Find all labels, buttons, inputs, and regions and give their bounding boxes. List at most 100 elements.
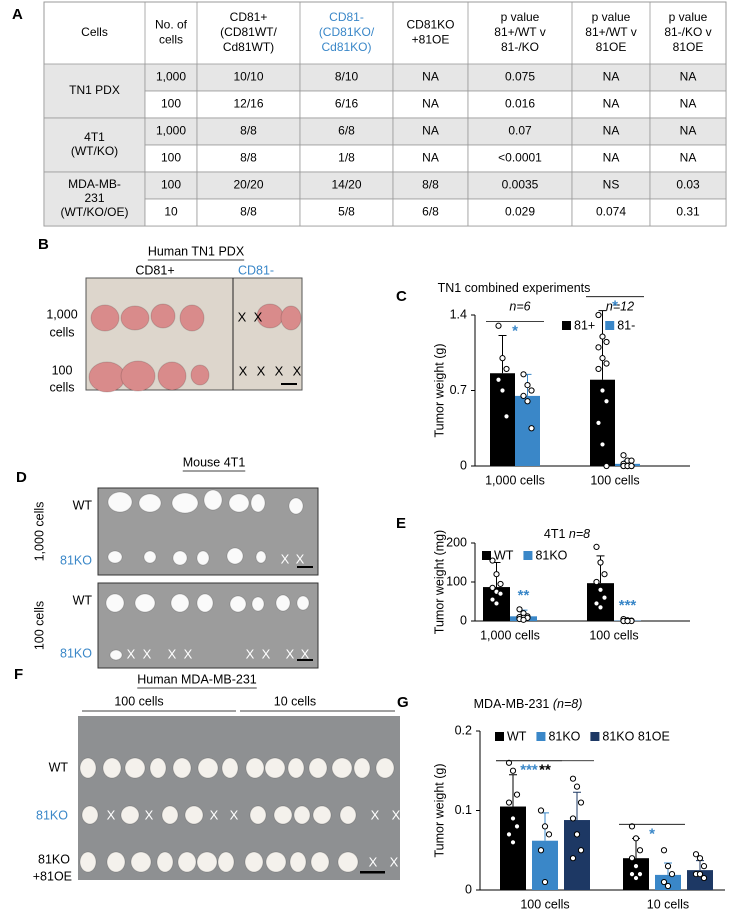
group-label: 231 — [84, 191, 104, 205]
cell — [467, 90, 573, 119]
tumor — [196, 851, 218, 873]
cell — [649, 171, 727, 200]
legend-swatch — [590, 732, 600, 741]
header-cell: No. of — [155, 18, 188, 32]
error-bar — [509, 774, 517, 807]
data-point — [505, 831, 513, 838]
tumor — [143, 550, 157, 564]
group-cell — [43, 117, 146, 173]
data-point — [636, 847, 644, 854]
tumor — [90, 304, 120, 332]
chart-title: TN1 combined experiments — [438, 281, 591, 295]
column-label: CD81- — [238, 263, 274, 277]
data-point — [628, 462, 635, 470]
chart-subtitle: (n=8) — [553, 697, 583, 711]
legend-label: 81KO — [535, 548, 567, 562]
tumor — [184, 805, 204, 825]
cell-text: 0.31 — [676, 205, 700, 219]
data-point — [569, 855, 577, 862]
data-point — [537, 847, 545, 854]
absent-mark: X — [143, 646, 152, 661]
tumor — [288, 497, 304, 515]
data-point — [497, 590, 504, 597]
significance-mark: ** — [518, 587, 530, 604]
group-label: MDA-MB- — [68, 177, 121, 191]
significance-mark: *** — [520, 762, 538, 779]
data-point — [537, 807, 545, 814]
tumor — [337, 851, 359, 873]
data-point — [489, 584, 496, 591]
header-cell: 81-/KO — [501, 40, 539, 54]
absent-mark: X — [390, 854, 399, 869]
header-cell: p value — [669, 10, 708, 24]
tumor — [179, 304, 205, 332]
data-point — [601, 571, 608, 578]
data-point — [660, 878, 668, 886]
row-label: WT — [73, 593, 93, 607]
panel-label: A — [12, 6, 23, 23]
row-label: 81KO — [60, 646, 92, 660]
bar — [490, 373, 515, 466]
cell — [649, 117, 727, 146]
cell — [649, 198, 727, 227]
data-point — [595, 419, 602, 426]
cell — [571, 63, 651, 92]
data-point — [541, 823, 549, 830]
photo-title: Human TN1 PDX — [148, 244, 245, 258]
cell — [144, 90, 198, 119]
x-tick-label: 1,000 cells — [485, 473, 545, 487]
cell-text: NA — [422, 124, 439, 138]
header-cell: Cd81KO) — [321, 40, 371, 54]
data-point — [509, 815, 517, 822]
cell — [571, 198, 651, 227]
absent-mark: X — [254, 309, 263, 324]
data-point — [603, 338, 610, 346]
cell-text: 1/8 — [338, 151, 355, 165]
absent-mark: X — [369, 854, 378, 869]
data-point — [577, 799, 585, 806]
tumor — [331, 757, 353, 779]
error-bar — [498, 334, 507, 374]
y-axis-label: Tumor weight (mg) — [432, 530, 446, 634]
cell-text: 12/16 — [233, 97, 263, 111]
data-point — [601, 594, 608, 601]
group-cell — [43, 63, 146, 119]
row-label: 81KO — [36, 808, 68, 822]
data-point — [696, 871, 704, 878]
y-tick-label: 0 — [460, 613, 467, 627]
tumor — [312, 805, 332, 825]
cell-text: 6/8 — [422, 205, 439, 219]
data-point — [573, 831, 581, 838]
header-cell: +81OE — [412, 33, 450, 47]
header-cell: 81+/WT v — [585, 25, 636, 39]
chart-title-text: TN1 combined experiments — [438, 281, 591, 295]
data-point — [597, 586, 604, 593]
cell — [299, 117, 394, 146]
legend-swatch — [495, 732, 504, 741]
cell-text: NA — [422, 151, 439, 165]
row-label: cells — [49, 325, 74, 339]
tumor — [106, 851, 126, 873]
tumor — [120, 805, 140, 825]
x-tick-label: 100 cells — [520, 897, 569, 911]
tumor — [107, 491, 133, 513]
data-point — [599, 355, 606, 362]
cell — [571, 117, 651, 146]
cell-text: 5/8 — [338, 205, 355, 219]
cell — [392, 117, 469, 146]
significance-mark: ** — [539, 762, 551, 779]
data-point — [664, 863, 672, 870]
tumor — [229, 595, 247, 613]
data-point — [700, 874, 708, 882]
chart-title-text: MDA-MB-231 — [474, 697, 553, 711]
cell-text: 8/8 — [240, 151, 257, 165]
tumor — [105, 593, 125, 613]
data-point — [520, 616, 527, 623]
bar — [655, 874, 681, 890]
cell — [196, 198, 301, 227]
legend-label: 81+ — [574, 318, 595, 332]
cell-text: NA — [680, 97, 697, 111]
absent-mark: X — [238, 309, 247, 324]
tumor — [217, 851, 235, 873]
